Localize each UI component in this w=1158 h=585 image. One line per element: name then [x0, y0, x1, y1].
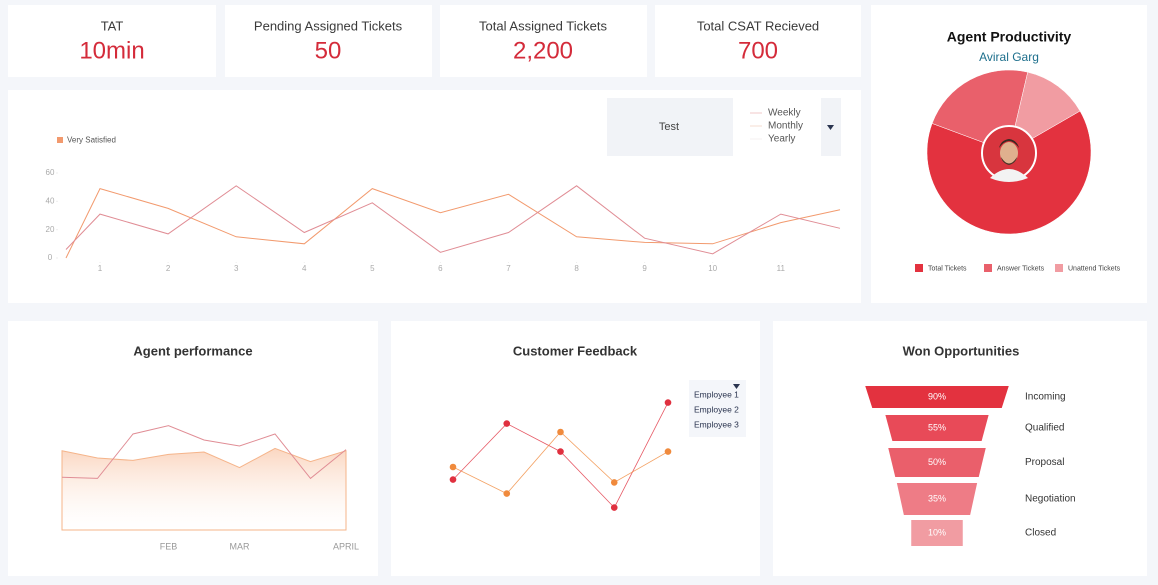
- dropdown-option: Weekly: [768, 108, 801, 119]
- category-label: Negotiation: [1025, 494, 1076, 505]
- legend-swatch: [57, 137, 63, 143]
- data-label: 55%: [928, 422, 946, 432]
- card: [225, 5, 432, 77]
- chart-title: Agent performance: [133, 343, 252, 358]
- x-tick-label: 5: [370, 264, 375, 273]
- card: [8, 321, 378, 576]
- funnel-segment: [896, 483, 978, 515]
- dropdowns: [607, 98, 841, 437]
- legend-swatch: [984, 264, 992, 272]
- dropdown-option: Employee 3: [694, 419, 739, 429]
- legend-label: Total Tickets: [928, 265, 967, 272]
- point: [449, 476, 457, 483]
- chart-subtitle: Aviral Garg: [979, 50, 1039, 64]
- kpi-label: TAT: [101, 18, 124, 33]
- line: [61, 425, 347, 480]
- card: [391, 321, 760, 576]
- dropdown-option: Monthly: [768, 121, 803, 132]
- kpi-value: 10min: [79, 37, 144, 64]
- y-tick-label: 60: [46, 168, 55, 177]
- data-label: 90%: [928, 391, 946, 401]
- x-tick-label: 3: [234, 264, 239, 273]
- kpi-value: 700: [738, 37, 778, 64]
- point: [557, 448, 564, 455]
- dropdown-box[interactable]: [607, 98, 733, 156]
- funnel-segment: [911, 520, 963, 546]
- dropdown-arrow: [733, 384, 740, 389]
- funnel-segment: [888, 448, 986, 477]
- y-tick-label: 40: [46, 196, 55, 205]
- card: [8, 5, 216, 77]
- avatar-face: [1000, 142, 1018, 164]
- dropdown-option: Employee 1: [694, 389, 739, 399]
- kpi-label: Total CSAT Recieved: [697, 18, 819, 33]
- y-tick-label: 0: [48, 253, 53, 262]
- category-label: Proposal: [1025, 457, 1064, 468]
- point: [610, 504, 618, 511]
- dropdown-selected: Test: [659, 121, 679, 133]
- card: [655, 5, 861, 77]
- category-label: Incoming: [1025, 392, 1066, 403]
- x-tick-label: 11: [777, 264, 786, 273]
- x-tick-label: 8: [574, 264, 579, 273]
- x-tick-label: FEB: [160, 541, 178, 551]
- avatar-beard: [1001, 157, 1017, 165]
- card: [8, 90, 861, 303]
- legend-label: Answer Tickets: [997, 265, 1045, 272]
- x-tick-label: 10: [708, 264, 717, 273]
- data-label: 50%: [928, 457, 946, 467]
- kpi-value: 2,200: [513, 37, 573, 64]
- area: [61, 447, 347, 531]
- chart-title: Won Opportunities: [903, 343, 1020, 358]
- x-tick-label: 6: [438, 264, 443, 273]
- avatar-body: [990, 169, 1028, 182]
- kpi-value: 50: [315, 37, 342, 64]
- point: [664, 399, 672, 406]
- chart-title: Customer Feedback: [513, 343, 638, 358]
- funnel-segment: [885, 415, 989, 441]
- point: [664, 448, 672, 455]
- data-label: 10%: [928, 527, 946, 537]
- legend-label: Very Satisfied: [67, 136, 116, 145]
- funnel-segment: [865, 386, 1009, 408]
- avatar: [981, 125, 1037, 182]
- legend-swatch: [915, 264, 923, 272]
- avatar-hair: [999, 139, 1019, 148]
- category-label: Closed: [1025, 528, 1056, 539]
- y-tick-label: 20: [46, 225, 55, 234]
- dropdown-option: Employee 2: [694, 404, 739, 414]
- kpi-label: Total Assigned Tickets: [479, 18, 607, 33]
- x-tick-label: 2: [166, 264, 171, 273]
- chart-title: Agent Productivity: [947, 29, 1072, 45]
- legend-swatch: [1055, 264, 1063, 272]
- data-label: 35%: [928, 493, 946, 503]
- line: [65, 185, 841, 255]
- card: [440, 5, 647, 77]
- category-label: Qualified: [1025, 423, 1064, 434]
- point: [503, 420, 511, 427]
- x-tick-label: 4: [302, 264, 307, 273]
- dropdown-box[interactable]: [689, 380, 746, 437]
- point: [449, 463, 457, 471]
- line: [65, 188, 841, 259]
- x-tick-label: 7: [506, 264, 511, 273]
- kpi-label: Pending Assigned Tickets: [254, 18, 403, 33]
- point: [610, 479, 618, 486]
- point: [557, 428, 564, 436]
- x-tick-label: APRIL: [333, 541, 359, 551]
- x-tick-label: MAR: [230, 541, 251, 551]
- dropdown-arrow: [827, 125, 834, 130]
- point: [503, 490, 511, 497]
- legend-label: Unattend Tickets: [1068, 265, 1121, 272]
- x-tick-label: 9: [642, 264, 647, 273]
- x-tick-label: 1: [98, 264, 103, 273]
- dropdown-option: Yearly: [768, 134, 795, 145]
